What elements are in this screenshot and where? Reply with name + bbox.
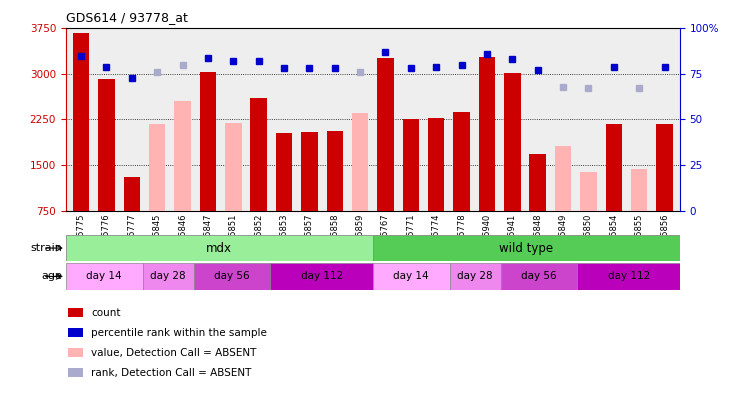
Bar [403, 119, 419, 211]
Bar [450, 263, 501, 290]
Bar [373, 263, 450, 290]
Bar [270, 263, 373, 290]
Text: day 112: day 112 [300, 271, 343, 281]
Text: value, Detection Call = ABSENT: value, Detection Call = ABSENT [91, 348, 257, 358]
Bar [631, 169, 648, 211]
Text: day 28: day 28 [458, 271, 493, 281]
Bar [68, 328, 83, 337]
Bar [276, 134, 292, 211]
Bar [555, 145, 572, 211]
Bar [501, 263, 577, 290]
Bar [373, 235, 680, 261]
Bar [66, 235, 373, 261]
Bar [251, 98, 267, 211]
Bar [73, 33, 89, 211]
Text: day 14: day 14 [393, 271, 429, 281]
Text: mdx: mdx [206, 241, 232, 255]
Text: strain: strain [30, 243, 62, 253]
Bar [327, 131, 343, 211]
Text: GDS614 / 93778_at: GDS614 / 93778_at [66, 11, 188, 24]
Bar [143, 263, 194, 290]
Bar [301, 132, 318, 211]
Bar [225, 122, 241, 211]
Bar [577, 263, 680, 290]
Text: percentile rank within the sample: percentile rank within the sample [91, 328, 268, 338]
Bar [504, 73, 520, 211]
Bar [453, 112, 470, 211]
Text: day 112: day 112 [607, 271, 650, 281]
Text: day 14: day 14 [86, 271, 122, 281]
Bar [580, 173, 596, 211]
Bar [529, 154, 546, 211]
Bar [200, 72, 216, 211]
Bar [605, 124, 622, 211]
Text: day 28: day 28 [151, 271, 186, 281]
Bar [479, 57, 495, 211]
Text: day 56: day 56 [214, 271, 250, 281]
Text: count: count [91, 308, 121, 318]
Bar [174, 101, 191, 211]
Bar [377, 58, 394, 211]
Text: age: age [41, 271, 62, 281]
Bar [428, 118, 444, 211]
Bar [98, 79, 115, 211]
Bar [68, 369, 83, 377]
Bar [124, 177, 140, 211]
Text: wild type: wild type [499, 241, 553, 255]
Text: rank, Detection Call = ABSENT: rank, Detection Call = ABSENT [91, 368, 251, 378]
Text: day 56: day 56 [521, 271, 557, 281]
Bar [68, 348, 83, 357]
Bar [149, 124, 165, 211]
Bar [194, 263, 270, 290]
Bar [352, 113, 368, 211]
Bar [66, 263, 143, 290]
Bar [656, 124, 673, 211]
Bar [68, 308, 83, 317]
